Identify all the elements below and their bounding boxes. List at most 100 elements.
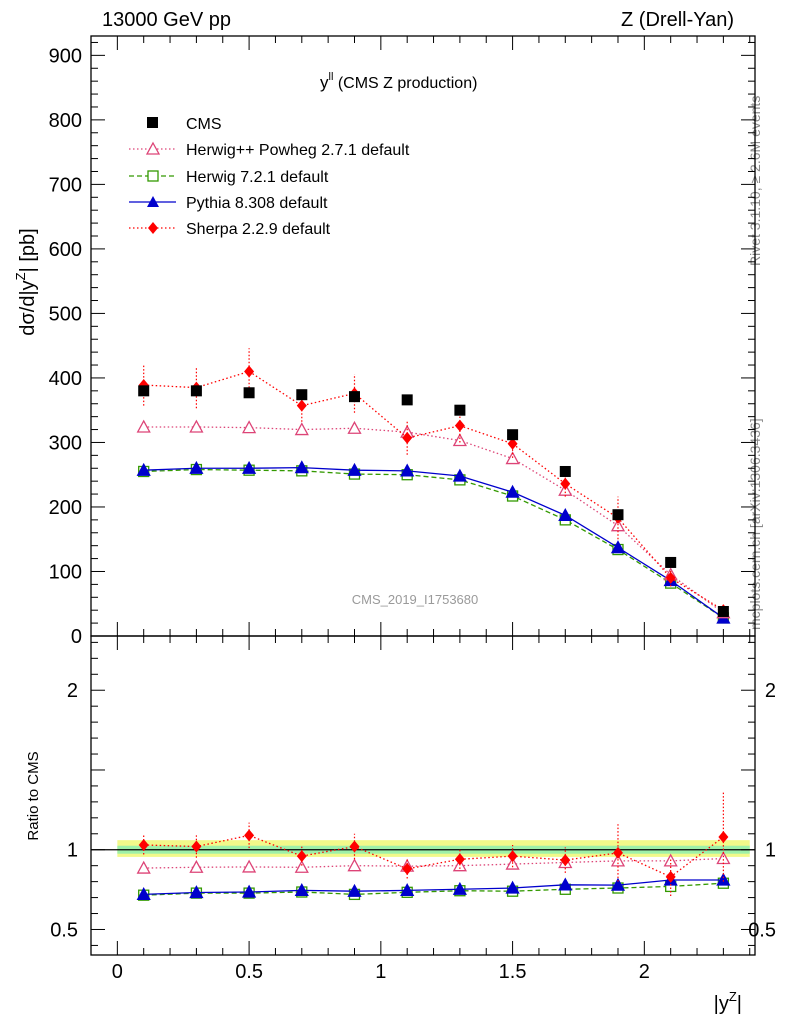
y-tick-label: 0	[71, 626, 82, 648]
legend-marker-pythia	[147, 196, 159, 207]
main-cms-point	[559, 465, 571, 477]
main-herwigpp-point	[242, 420, 257, 434]
y-tick-label: 500	[49, 303, 82, 325]
main-pythia-point	[400, 463, 415, 477]
ratio-sherpa-point	[612, 846, 623, 859]
ratio-y-tick-label: 1	[67, 840, 78, 862]
y-tick-label: 700	[49, 174, 82, 196]
main-pythia-point	[242, 460, 257, 474]
y-tick-label: 200	[49, 497, 82, 519]
ratio-sherpa-point	[560, 854, 571, 867]
main-sherpa-line	[143, 370, 724, 611]
main-herwigpp-series	[136, 419, 731, 619]
main-pythia-point	[610, 540, 626, 554]
ratio-axis-label: Ratio to CMS	[25, 751, 42, 840]
x-axis-label-sup: Z	[729, 989, 737, 1004]
ratio-y-tick-label: 0.5	[50, 919, 78, 941]
legend-marker-sherpa	[148, 222, 158, 234]
legend-label-sherpa: Sherpa 2.2.9 default	[186, 221, 331, 238]
ratio-sherpa-point	[191, 840, 202, 853]
main-herwigpp-point	[294, 422, 309, 436]
plot-title-sup: ll	[329, 71, 334, 83]
main-pythia-point	[294, 460, 309, 474]
plot-title: yll (CMS Z production)	[320, 71, 477, 92]
ratio-sherpa-line	[143, 834, 724, 878]
main-cms-point	[717, 605, 729, 617]
main-herwigpp-line	[143, 426, 724, 614]
legend-marker-herwigpp	[145, 141, 161, 155]
ratio-y-tick-label-right: 2	[765, 680, 776, 702]
ratio-pythia-point	[189, 885, 204, 899]
main-herwigpp-point	[347, 420, 362, 434]
x-axis-label-base: |y	[714, 993, 729, 1015]
main-cms-point	[296, 389, 308, 401]
analysis-watermark: CMS_2019_I1753680	[352, 592, 479, 607]
plot-title-var: y	[320, 73, 329, 92]
ratio-y-tick-label-right: 0.5	[748, 919, 776, 941]
main-cms-point	[612, 509, 624, 521]
ratio-sherpa-point	[718, 830, 729, 843]
legend: CMS Herwig++ Powheg 2.7.1 default Herwig…	[129, 116, 410, 238]
main-cms-point	[190, 385, 202, 397]
ratio-sherpa-point	[138, 838, 149, 851]
main-pythia-line	[143, 466, 724, 619]
header-energy-label: 13000 GeV pp	[102, 9, 231, 31]
ratio-sherpa-point	[454, 853, 465, 866]
ratio-sherpa-point	[402, 862, 413, 875]
ratio-pythia-point	[347, 883, 362, 897]
main-pythia-point	[505, 484, 520, 498]
ratio-sherpa-point	[507, 850, 518, 863]
x-tick-label: 0	[112, 961, 123, 983]
ratio-pythia-point	[242, 884, 257, 898]
ratio-herwigpp-point	[189, 859, 204, 873]
ratio-sherpa-point	[244, 829, 255, 842]
main-cms-point	[454, 404, 466, 416]
header-process-label: Z (Drell-Yan)	[621, 9, 734, 31]
y-axis-label-post: | [pb]	[17, 228, 39, 272]
main-sherpa-point	[665, 571, 676, 584]
main-sherpa-point	[296, 399, 307, 412]
x-tick-label: 1.5	[499, 961, 527, 983]
ratio-sherpa-point	[349, 840, 360, 853]
ratio-panel-frame	[90, 635, 756, 956]
ratio-y-tick-label: 2	[67, 680, 78, 702]
y-tick-label: 100	[49, 561, 82, 583]
main-cms-point	[401, 394, 413, 406]
legend-label-herwig7: Herwig 7.2.1 default	[186, 169, 329, 186]
ratio-pythia-point	[294, 883, 309, 897]
main-cms-point	[507, 429, 519, 441]
main-herwig7-line	[143, 468, 724, 619]
y-axis-label-pre: dσ/d|y	[17, 280, 39, 335]
ratio-pythia-point	[558, 877, 573, 891]
main-cms-data	[138, 385, 729, 617]
main-herwigpp-point	[189, 419, 204, 433]
ratio-pythia-point	[610, 877, 626, 891]
main-cms-point	[348, 391, 360, 403]
main-pythia-point	[558, 507, 573, 522]
legend-label-pythia: Pythia 8.308 default	[186, 195, 328, 212]
ratio-pythia-line	[143, 879, 724, 896]
main-sherpa-point	[454, 419, 465, 432]
ratio-pythia-point	[452, 881, 467, 895]
ratio-herwigpp-point	[294, 859, 309, 873]
main-cms-point	[138, 385, 150, 397]
x-axis-label-tail: |	[737, 993, 742, 1015]
main-herwigpp-point	[452, 433, 467, 447]
x-tick-label: 2	[639, 961, 650, 983]
ratio-pythia-point	[716, 872, 731, 886]
main-sherpa-point	[507, 437, 518, 450]
plot-layer: 0 0.5 1 1.5 2 0 100 200 300 400 500 600 700 800 900 0.5…	[49, 35, 776, 983]
x-tick-label: 1	[375, 961, 386, 983]
y-axis-label-sup: Z	[13, 272, 28, 280]
y-tick-label: 300	[49, 432, 82, 454]
ratio-pythia-point	[400, 883, 415, 897]
main-cms-point	[243, 387, 255, 399]
legend-marker-cms	[147, 117, 158, 128]
main-herwigpp-point	[505, 451, 520, 465]
y-tick-label: 800	[49, 110, 82, 132]
plot-title-rest: (CMS Z production)	[333, 75, 477, 92]
ratio-herwigpp-point	[242, 859, 257, 873]
main-pythia-point	[189, 460, 204, 474]
y-axis-label: dσ/d|yZ| [pb]	[13, 228, 39, 335]
